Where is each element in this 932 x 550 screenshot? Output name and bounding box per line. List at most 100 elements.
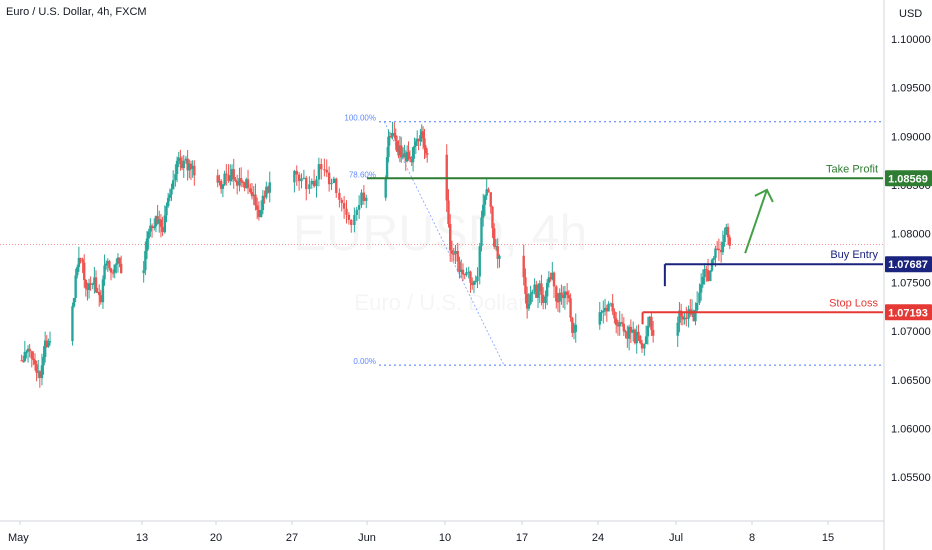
candle-body: [158, 219, 161, 224]
candle-body: [494, 246, 498, 248]
candle-body: [295, 170, 298, 175]
candle-body: [717, 249, 721, 251]
candle-body: [308, 184, 311, 190]
candle-body: [544, 296, 547, 303]
candle-body: [266, 186, 270, 193]
candle-body: [650, 316, 653, 330]
candle-body: [721, 242, 725, 253]
candle-body: [252, 194, 255, 197]
candle-body: [728, 237, 731, 246]
candle-body: [87, 283, 91, 290]
candle-body: [401, 155, 405, 158]
y-tick-label: 1.07000: [891, 326, 931, 338]
candle-body: [463, 274, 466, 276]
y-tick-label: 1.08000: [891, 229, 931, 241]
candle-body: [186, 158, 189, 171]
candle-body: [259, 210, 263, 218]
candle-body: [603, 307, 607, 311]
candle-body: [613, 311, 616, 319]
candle-body: [560, 292, 563, 295]
candle-body: [423, 138, 426, 148]
candle-body: [338, 192, 341, 200]
candle-body: [480, 217, 483, 247]
fib-level-label: 78.60%: [349, 170, 376, 179]
candle-body: [424, 147, 428, 154]
candle-body: [293, 170, 296, 183]
candle-body: [643, 344, 646, 349]
candle-body: [607, 303, 610, 312]
candle-body: [413, 145, 416, 148]
candle-body: [420, 131, 423, 136]
candle-body: [538, 283, 541, 292]
candle-body: [265, 186, 268, 198]
candle-body: [32, 358, 35, 361]
y-tick-label: 1.06500: [891, 375, 931, 387]
candle-body: [624, 331, 627, 333]
candle-body: [72, 298, 76, 307]
candle-body: [305, 177, 308, 190]
candle-body: [84, 279, 88, 289]
candle-body: [175, 160, 179, 175]
price-tag: [885, 304, 932, 321]
candle-body: [93, 277, 96, 284]
candle-body: [340, 199, 343, 203]
candle-body: [243, 182, 246, 189]
candle-body: [536, 291, 540, 298]
x-tick-label: 10: [439, 532, 451, 544]
candle-body: [387, 136, 390, 158]
candle-body: [426, 153, 429, 155]
candle-body: [37, 371, 40, 373]
candle-body: [165, 206, 168, 216]
candle-body: [94, 277, 98, 293]
x-tick-label: 27: [286, 532, 298, 544]
candle-body: [257, 209, 261, 218]
candle-body: [26, 348, 30, 352]
candle-body: [79, 257, 82, 260]
candle-body: [398, 145, 402, 156]
candle-body: [456, 250, 459, 262]
candle-body: [323, 169, 326, 171]
candle-body: [640, 343, 644, 349]
candle-body: [30, 351, 33, 359]
candle-body: [144, 251, 147, 271]
candle-body: [639, 335, 642, 344]
candle-body: [182, 160, 185, 169]
candle-body: [681, 316, 685, 320]
candle-body: [458, 261, 461, 272]
candle-body: [474, 281, 477, 283]
candle-body: [460, 269, 463, 272]
candle-body: [20, 360, 23, 362]
fib-level-label: 0.00%: [353, 357, 376, 366]
candle-body: [116, 257, 120, 264]
candle-body: [714, 248, 717, 259]
y-tick-label: 1.09500: [891, 83, 931, 95]
candle-body: [350, 219, 353, 225]
candle-body: [602, 310, 605, 313]
y-tick-label: 1.10000: [891, 34, 931, 46]
candle-body: [357, 205, 361, 210]
candle-body: [245, 179, 248, 189]
candle-body: [238, 178, 241, 186]
candle-body: [83, 262, 86, 280]
candle-body: [33, 360, 37, 365]
candle-body: [605, 307, 609, 312]
candle-body: [569, 298, 572, 318]
candle-body: [353, 215, 356, 225]
candle-body: [408, 156, 412, 159]
candle-body: [651, 329, 655, 336]
projection-arrow: [744, 189, 768, 254]
candle-body: [317, 164, 321, 180]
candle-body: [719, 250, 723, 253]
candle-body: [522, 255, 525, 278]
candle-body: [415, 138, 419, 142]
candle-body: [620, 322, 624, 324]
candle-body: [447, 200, 450, 224]
watermark-name: Euro / U.S. Dollar: [354, 290, 525, 315]
candle-body: [648, 316, 651, 326]
candle-body: [552, 272, 556, 287]
candle-body: [635, 331, 638, 344]
candle-body: [400, 145, 403, 158]
candle-body: [725, 226, 728, 235]
candle-body: [493, 228, 496, 247]
